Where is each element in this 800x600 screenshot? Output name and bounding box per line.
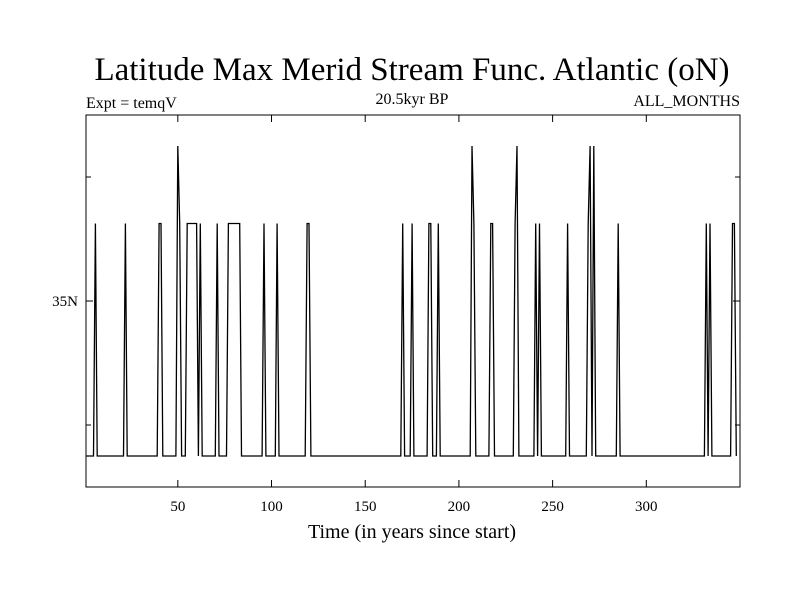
period-label: 20.5kyr BP bbox=[376, 91, 449, 108]
chart-title: Latitude Max Merid Stream Func. Atlantic… bbox=[94, 52, 729, 88]
x-tick-label: 250 bbox=[541, 499, 564, 515]
x-tick-label: 100 bbox=[260, 499, 283, 515]
experiment-label: Expt = temqV bbox=[86, 95, 177, 112]
x-tick-label: 50 bbox=[170, 499, 185, 515]
series-line bbox=[86, 145, 737, 457]
x-tick-label: 300 bbox=[635, 499, 658, 515]
y-tick-label: 35N bbox=[52, 294, 78, 310]
series-group bbox=[86, 145, 737, 457]
x-tick-label: 200 bbox=[448, 499, 471, 515]
axis-ticks: 50 100 150 200 250 300 35N bbox=[52, 115, 740, 515]
x-tick-label: 150 bbox=[354, 499, 377, 515]
x-axis-label: Time (in years since start) bbox=[308, 521, 516, 543]
months-label: ALL_MONTHS bbox=[633, 93, 740, 110]
